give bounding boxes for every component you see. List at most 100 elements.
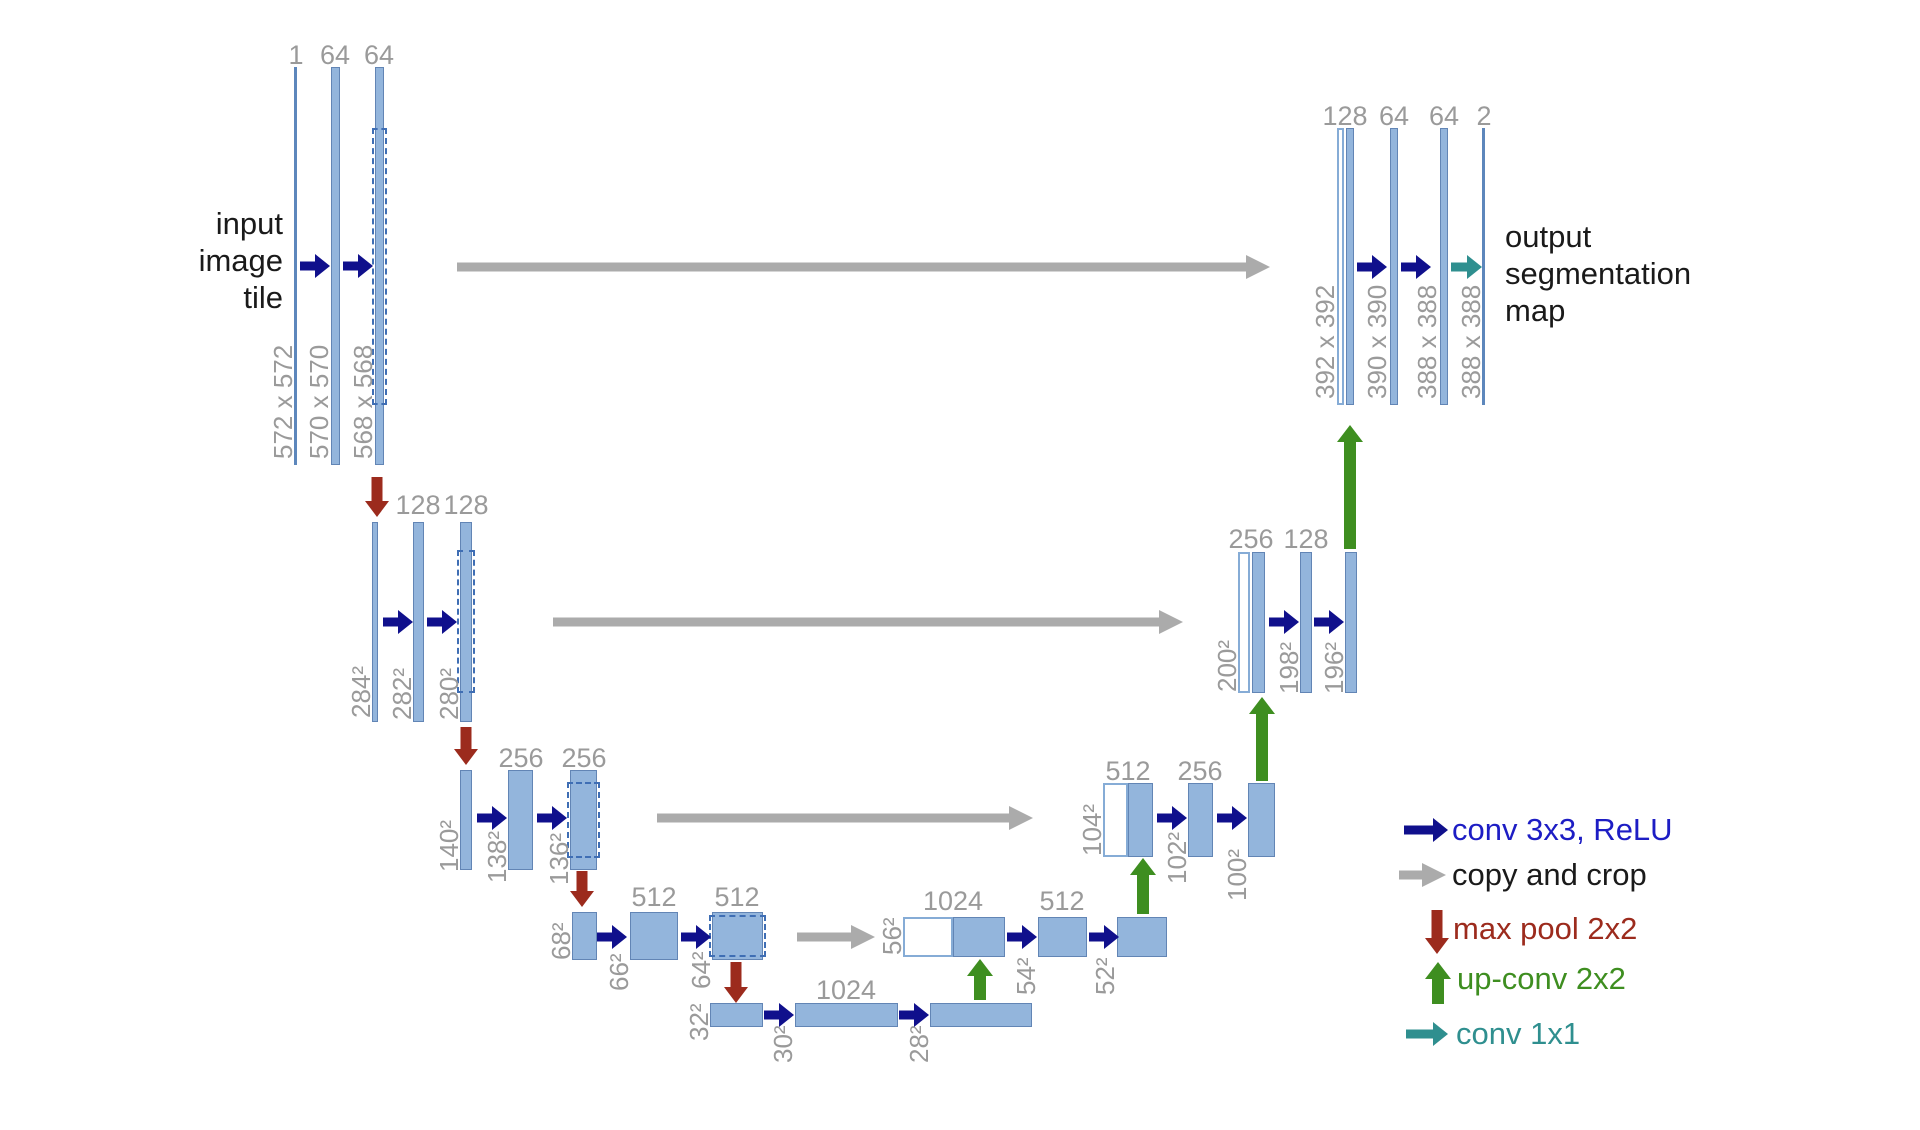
channel-count-label: 512	[1105, 756, 1151, 786]
feature-map-bar	[712, 912, 763, 960]
size-label: 104²	[1077, 803, 1107, 857]
upconv-arrow	[1336, 425, 1364, 549]
feature-map-bar	[375, 67, 384, 465]
feature-map-bar	[1128, 783, 1153, 857]
feature-map-bar	[1346, 128, 1354, 405]
conv3x3-arrow	[597, 924, 627, 950]
channel-count-label: 2	[1476, 101, 1492, 131]
size-label: 572 x 572	[268, 344, 298, 460]
channel-count-label: 64	[319, 40, 351, 70]
feature-map-bar	[460, 770, 472, 870]
feature-map-bar	[1345, 552, 1357, 693]
channel-count-label: 64	[1428, 101, 1460, 131]
size-label: 102²	[1162, 831, 1192, 885]
legend-item-conv3x3: conv 3x3, ReLU	[1452, 812, 1673, 847]
copy-crop-arrow	[797, 924, 875, 950]
output-segmentation-map-label: output segmentation map	[1505, 218, 1745, 329]
size-label: 140²	[434, 819, 464, 873]
conv3x3-arrow	[300, 253, 330, 279]
feature-map-bar	[1440, 128, 1448, 405]
legend-maxpool-arrow-icon	[1424, 910, 1450, 954]
copied-feature-map-bar	[1337, 128, 1344, 405]
size-label: 200²	[1212, 639, 1242, 693]
feature-map-bar	[930, 1003, 1032, 1027]
copy-crop-arrow	[657, 805, 1033, 831]
channel-count-label: 1024	[922, 886, 984, 916]
size-label: 568 x 568	[348, 344, 378, 460]
legend-upconv-arrow-icon	[1424, 962, 1452, 1004]
crop-region-outline	[567, 782, 600, 858]
channel-count-label: 256	[561, 743, 607, 773]
input-label-line: input	[215, 206, 283, 241]
channel-count-label: 256	[1177, 756, 1223, 786]
channel-count-label: 128	[443, 490, 489, 520]
size-label: 392 x 392	[1310, 284, 1340, 400]
size-label: 54²	[1011, 957, 1041, 995]
size-label: 282²	[387, 667, 417, 721]
feature-map-bar	[1300, 552, 1312, 693]
feature-map-bar	[1248, 783, 1275, 857]
feature-map-bar	[630, 912, 678, 960]
output-label-line: segmentation	[1505, 256, 1692, 291]
conv3x3-arrow	[1314, 609, 1344, 635]
copied-feature-map-bar	[1103, 783, 1128, 857]
feature-map-bar	[372, 522, 378, 722]
size-label: 280²	[434, 667, 464, 721]
feature-map-bar	[460, 522, 472, 722]
size-label: 136²	[544, 832, 574, 886]
input-channel-bar	[294, 67, 297, 465]
size-label: 56²	[877, 917, 907, 955]
copy-crop-arrow	[553, 609, 1183, 635]
legend-item-upconv: up-conv 2x2	[1457, 961, 1626, 996]
size-label: 388 x 388	[1456, 284, 1486, 400]
copied-feature-map-bar	[903, 917, 953, 957]
size-label: 284²	[346, 665, 376, 719]
feature-map-bar	[710, 1003, 763, 1027]
crop-region-outline	[372, 128, 387, 405]
conv3x3-arrow	[343, 253, 373, 279]
output-label-line: map	[1505, 293, 1566, 328]
channel-count-label: 128	[1283, 524, 1329, 554]
size-label: 66²	[604, 953, 634, 991]
size-label: 388 x 388	[1412, 284, 1442, 400]
channel-count-label: 512	[631, 882, 677, 912]
channel-count-label: 64	[363, 40, 395, 70]
legend-copy-crop-arrow-icon	[1399, 862, 1446, 888]
channel-count-label: 64	[1378, 101, 1410, 131]
crop-region-outline	[709, 915, 766, 957]
conv3x3-arrow	[1007, 924, 1037, 950]
upconv-arrow	[1248, 697, 1276, 781]
channel-count-label: 128	[395, 490, 441, 520]
legend-item-maxpool: max pool 2x2	[1453, 911, 1638, 946]
size-label: 68²	[546, 922, 576, 960]
conv3x3-arrow	[477, 805, 507, 831]
feature-map-bar	[1117, 917, 1167, 957]
conv3x3-arrow	[1089, 924, 1119, 950]
legend-item-copy-crop: copy and crop	[1452, 857, 1647, 892]
conv3x3-arrow	[681, 924, 711, 950]
feature-map-bar	[953, 917, 1005, 957]
copied-feature-map-bar	[1238, 552, 1250, 693]
output-label-line: output	[1505, 219, 1592, 254]
input-image-tile-label: input image tile	[100, 205, 283, 316]
conv3x3-arrow	[383, 609, 413, 635]
legend-conv3x3-arrow-icon	[1404, 817, 1448, 843]
channel-count-label: 512	[1039, 886, 1085, 916]
channel-count-label: 256	[498, 743, 544, 773]
legend-item-conv1x1: conv 1x1	[1456, 1016, 1581, 1051]
input-label-line: image	[198, 243, 283, 278]
maxpool-arrow	[453, 727, 479, 765]
conv3x3-arrow	[899, 1002, 929, 1028]
conv3x3-arrow	[1269, 609, 1299, 635]
feature-map-bar	[1188, 783, 1213, 857]
maxpool-arrow	[569, 871, 595, 907]
size-label: 32²	[684, 1003, 714, 1041]
size-label: 100²	[1222, 848, 1252, 902]
feature-map-bar	[331, 67, 340, 465]
feature-map-bar	[570, 770, 597, 870]
channel-count-label: 512	[714, 882, 760, 912]
feature-map-bar	[1252, 552, 1265, 693]
channel-count-label: 1024	[815, 975, 877, 1005]
conv1x1-arrow	[1451, 254, 1482, 280]
